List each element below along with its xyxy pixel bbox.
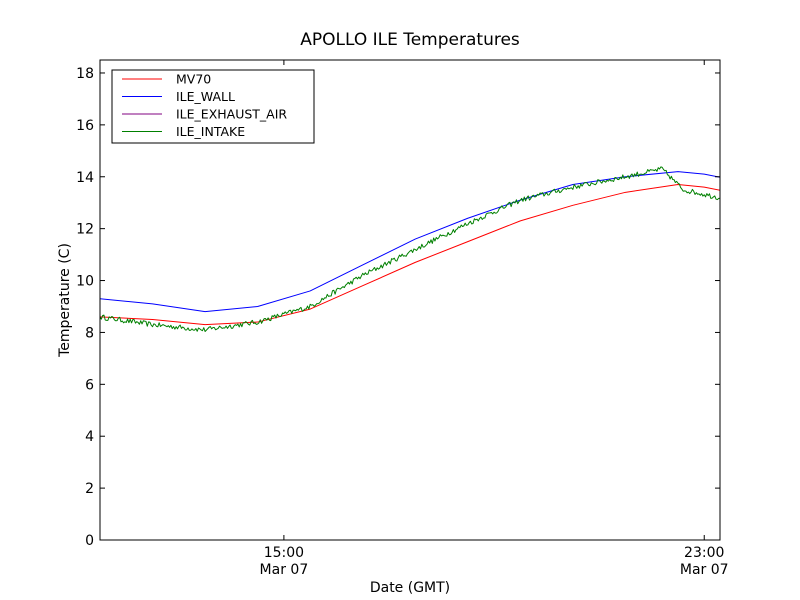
- x-axis-label: Date (GMT): [370, 580, 450, 596]
- legend-label: ILE_WALL: [176, 89, 235, 104]
- x-tick-label-time: 23:00: [684, 545, 724, 561]
- y-axis-label: Temperature (C): [57, 243, 73, 358]
- series-line-mv70: [100, 184, 720, 326]
- y-tick-label: 2: [85, 481, 94, 497]
- y-tick-label: 0: [85, 533, 94, 549]
- x-tick-label-date: Mar 07: [260, 562, 309, 578]
- x-tick-label-time: 15:00: [264, 545, 304, 561]
- y-tick-label: 16: [76, 118, 94, 134]
- y-tick-label: 18: [76, 66, 94, 82]
- legend: MV70 ILE_WALL ILE_EXHAUST_AIR ILE_INTAKE: [111, 69, 315, 144]
- plot-frame: [99, 59, 721, 541]
- y-tick-label: 6: [85, 377, 94, 393]
- y-tick-label: 12: [76, 222, 94, 238]
- x-tick-label-date: Mar 07: [680, 562, 729, 578]
- legend-box: [111, 69, 315, 144]
- chart-title: APOLLO ILE Temperatures: [300, 30, 520, 50]
- y-tick-label: 8: [85, 325, 94, 341]
- series-line-ile-wall: [100, 171, 720, 313]
- legend-label: ILE_EXHAUST_AIR: [176, 107, 287, 122]
- legend-label: MV70: [176, 72, 211, 87]
- y-axis: 0 2 4 6 8 10 12 14 16 18: [76, 66, 720, 549]
- y-tick-label: 14: [76, 170, 94, 186]
- y-tick-label: 4: [85, 429, 94, 445]
- series-line-ile-intake: [100, 166, 720, 333]
- series-layer: [100, 166, 720, 333]
- y-tick-label: 10: [76, 274, 94, 290]
- legend-label: ILE_INTAKE: [176, 124, 245, 139]
